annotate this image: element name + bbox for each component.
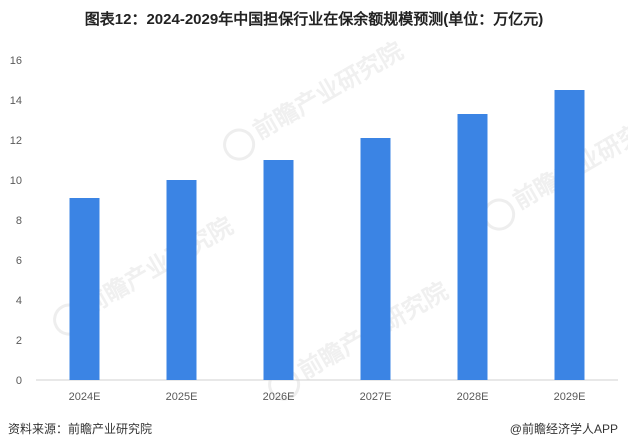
- x-tick-label: 2026E: [263, 391, 295, 403]
- y-tick-label: 0: [16, 375, 22, 387]
- bar: [166, 180, 197, 380]
- x-tick-label: 2025E: [166, 391, 198, 403]
- x-tick-label: 2028E: [457, 391, 489, 403]
- bar: [263, 160, 294, 380]
- y-tick-label: 12: [10, 135, 22, 147]
- bar: [457, 114, 488, 380]
- bar: [554, 90, 585, 380]
- y-tick-label: 10: [10, 175, 22, 187]
- bar: [360, 138, 391, 380]
- y-tick-label: 4: [16, 295, 22, 307]
- y-tick-label: 16: [10, 55, 22, 67]
- y-tick-label: 14: [10, 95, 22, 107]
- source-note: 资料来源：前瞻产业研究院: [8, 422, 153, 436]
- x-tick-label: 2029E: [554, 391, 586, 403]
- bar: [69, 198, 100, 380]
- brand-label: @前瞻经济学人APP: [509, 422, 618, 436]
- y-tick-label: 8: [16, 215, 22, 227]
- y-tick-label: 2: [16, 335, 22, 347]
- y-tick-label: 6: [16, 255, 22, 267]
- x-tick-label: 2024E: [69, 391, 101, 403]
- x-tick-label: 2027E: [360, 391, 392, 403]
- chart-title: 图表12：2024-2029年中国担保行业在保余额规模预测(单位：万亿元): [84, 11, 544, 28]
